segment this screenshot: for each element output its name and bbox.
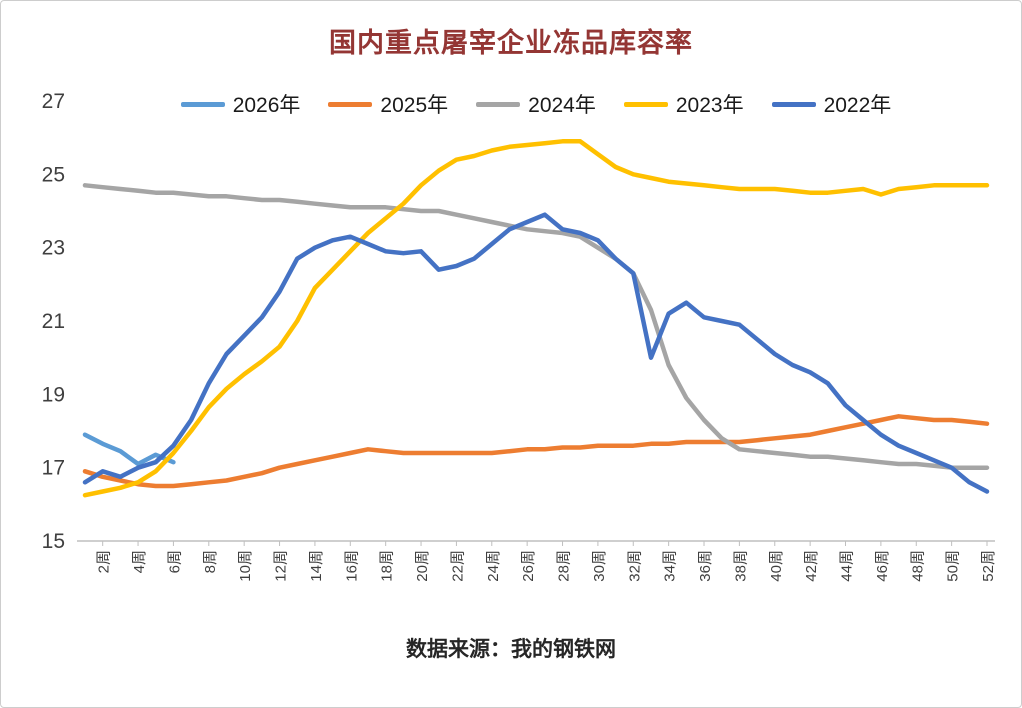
legend-item-2023年: 2023年 [623, 89, 744, 119]
legend-swatch [180, 101, 225, 107]
x-axis-label: 12周 [273, 550, 290, 582]
x-axis-label: 10周 [237, 550, 254, 582]
x-axis-label: 30周 [591, 550, 608, 582]
x-axis-label: 52周 [980, 550, 997, 582]
legend-swatch [623, 101, 668, 107]
chart-legend: 2026年 2025年 2024年 2023年 2022年 [81, 89, 991, 119]
legend-label: 2024年 [528, 94, 596, 117]
legend-item-2022年: 2022年 [771, 89, 892, 119]
x-axis-label: 48周 [909, 550, 926, 582]
x-axis-label: 34周 [662, 550, 679, 582]
x-axis-label: 16周 [343, 550, 360, 582]
legend-label: 2025年 [380, 94, 449, 117]
x-axis-label: 26周 [520, 550, 537, 582]
x-axis-label: 2周 [96, 550, 113, 573]
x-axis-label: 50周 [945, 550, 962, 582]
x-axis-label: 36周 [697, 550, 714, 582]
x-axis-label: 6周 [166, 550, 183, 573]
x-axis-label: 20周 [414, 550, 431, 582]
chart-title: 国内重点屠宰企业冻品库容率 [329, 28, 693, 58]
x-axis-label: 14周 [308, 550, 325, 582]
y-axis-label: 21 [42, 310, 65, 333]
y-axis-label: 23 [42, 237, 65, 260]
x-axis-label: 8周 [202, 550, 219, 573]
x-axis-label: 32周 [626, 550, 643, 582]
series-line-2022年 [82, 212, 990, 494]
series-line-2024年 [82, 183, 990, 470]
legend-item-2026年: 2026年 [180, 89, 301, 119]
x-axis-label: 40周 [768, 550, 785, 582]
x-axis-label: 28周 [556, 550, 573, 582]
x-axis-label: 18周 [379, 550, 396, 582]
series-line-2026年 [82, 432, 176, 467]
y-axis-label: 25 [42, 163, 65, 186]
legend-swatch [476, 101, 521, 107]
legend-swatch [328, 101, 373, 107]
y-axis-label: 19 [42, 383, 65, 406]
x-axis-label: 22周 [449, 550, 466, 582]
legend-label: 2023年 [675, 94, 744, 117]
source-caption: 数据来源：我的钢铁网 [406, 638, 616, 661]
legend-item-2025年: 2025年 [328, 89, 448, 119]
legend-label: 2026年 [232, 94, 301, 117]
x-axis-label: 38周 [732, 550, 749, 582]
series-line-2023年 [82, 139, 990, 498]
y-axis-label: 27 [42, 90, 65, 113]
y-axis-label: 15 [42, 530, 65, 553]
x-axis-label: 24周 [485, 550, 502, 582]
y-axis-label: 17 [42, 457, 65, 480]
x-axis-label: 42周 [803, 550, 820, 582]
legend-label: 2022年 [823, 94, 892, 117]
series-line-2025年 [82, 414, 990, 489]
x-axis-label: 44周 [839, 550, 856, 582]
legend-swatch [771, 101, 816, 107]
legend-item-2024年: 2024年 [476, 89, 596, 119]
x-axis-label: 4周 [131, 550, 148, 573]
x-axis-label: 46周 [874, 550, 891, 582]
